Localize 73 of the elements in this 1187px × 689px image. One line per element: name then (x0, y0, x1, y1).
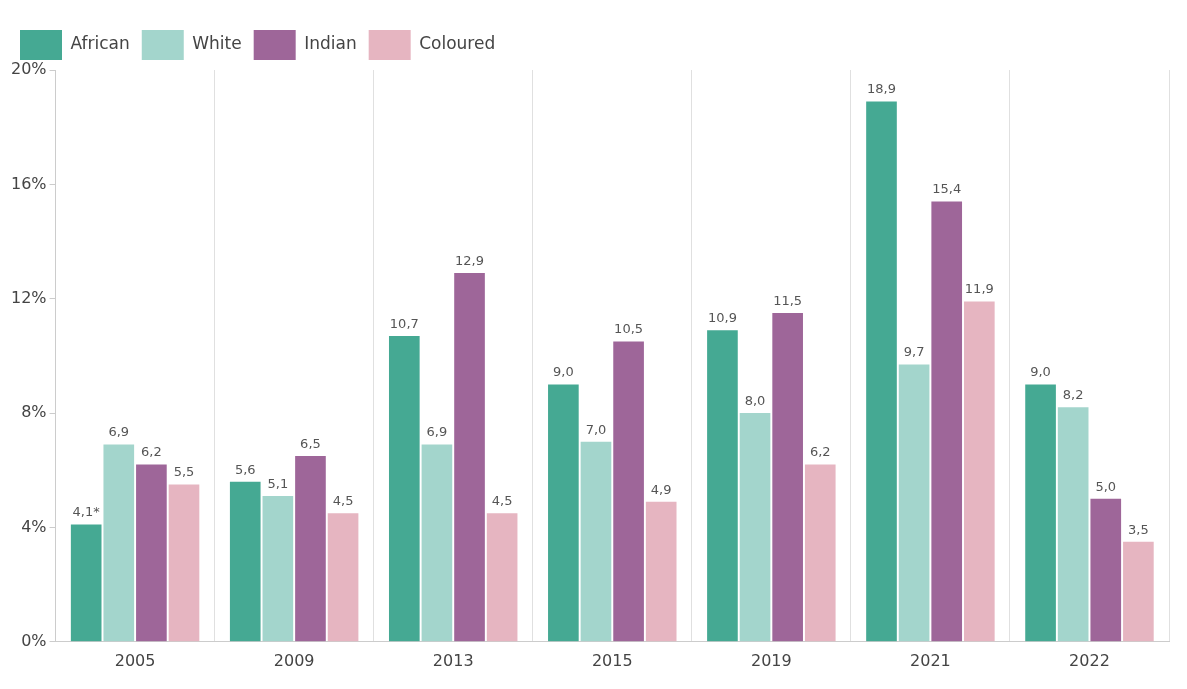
data-label: 11,9 (964, 281, 994, 297)
legend-label: Indian (304, 33, 357, 54)
bar (613, 341, 644, 642)
data-label: 10,7 (389, 315, 419, 331)
bar (229, 481, 261, 642)
data-label: 6,2 (809, 444, 831, 460)
legend-label: Coloured (419, 33, 496, 54)
y-tick-label: 4% (21, 516, 47, 536)
data-label: 4,1* (72, 504, 101, 520)
y-tick-label: 0% (21, 630, 47, 650)
data-label: 12,9 (455, 252, 484, 268)
data-label: 9,0 (553, 364, 574, 380)
bar (1057, 407, 1089, 642)
bar (136, 464, 167, 642)
bar (421, 444, 453, 642)
data-label: 6,9 (108, 424, 130, 440)
x-tick-label: 2013 (432, 650, 474, 670)
data-label: 4,9 (650, 481, 672, 497)
y-tick-label: 8% (21, 402, 47, 422)
data-label: 9,7 (903, 344, 925, 360)
bar (70, 524, 102, 642)
bar (388, 335, 420, 642)
y-tick-label: 20% (11, 59, 47, 79)
data-label: 8,0 (744, 392, 766, 408)
y-tick-label: 12% (11, 287, 47, 307)
x-tick-label: 2022 (1069, 650, 1110, 670)
bar (327, 513, 359, 642)
data-label: 7,0 (585, 421, 607, 437)
x-tick-label: 2021 (910, 650, 951, 670)
bar (103, 444, 135, 642)
data-label: 5,6 (234, 461, 256, 477)
data-label: 6,5 (300, 435, 321, 451)
data-label: 8,2 (1062, 387, 1084, 403)
bar (931, 201, 963, 642)
data-label: 5,5 (173, 464, 195, 480)
x-tick-label: 2005 (114, 650, 156, 670)
bar (1123, 541, 1154, 642)
bar (739, 413, 771, 642)
data-label: 5,1 (267, 475, 289, 491)
bar (804, 464, 836, 642)
data-label: 3,5 (1128, 521, 1149, 537)
y-tick-label: 16% (11, 173, 47, 193)
data-label: 18,9 (867, 81, 896, 97)
data-label: 15,4 (932, 181, 962, 197)
x-tick-label: 2009 (273, 650, 315, 670)
bar (295, 455, 326, 642)
data-label: 11,5 (773, 292, 803, 308)
data-label: 4,5 (332, 493, 354, 509)
bar (772, 313, 803, 642)
bar (898, 364, 930, 642)
bar (580, 441, 612, 642)
bar (963, 301, 995, 642)
data-label: 6,2 (141, 444, 162, 460)
legend-label: White (192, 33, 242, 54)
bar (548, 384, 579, 642)
legend-label: African (70, 33, 130, 54)
bar (1025, 384, 1056, 642)
data-label: 10,9 (707, 310, 737, 326)
bar (486, 513, 518, 642)
bar (645, 501, 677, 642)
data-label: 10,5 (614, 321, 644, 337)
data-label: 4,5 (491, 493, 513, 509)
bar (262, 495, 294, 642)
data-label: 5,0 (1095, 478, 1117, 494)
bar (168, 484, 200, 642)
bar (1090, 498, 1122, 642)
x-tick-label: 2019 (750, 650, 792, 670)
x-tick-label: 2015 (591, 650, 633, 670)
data-label: 6,9 (426, 424, 448, 440)
bar (866, 101, 897, 642)
bar (707, 330, 738, 642)
data-label: 9,0 (1030, 364, 1051, 380)
bar (454, 272, 485, 642)
